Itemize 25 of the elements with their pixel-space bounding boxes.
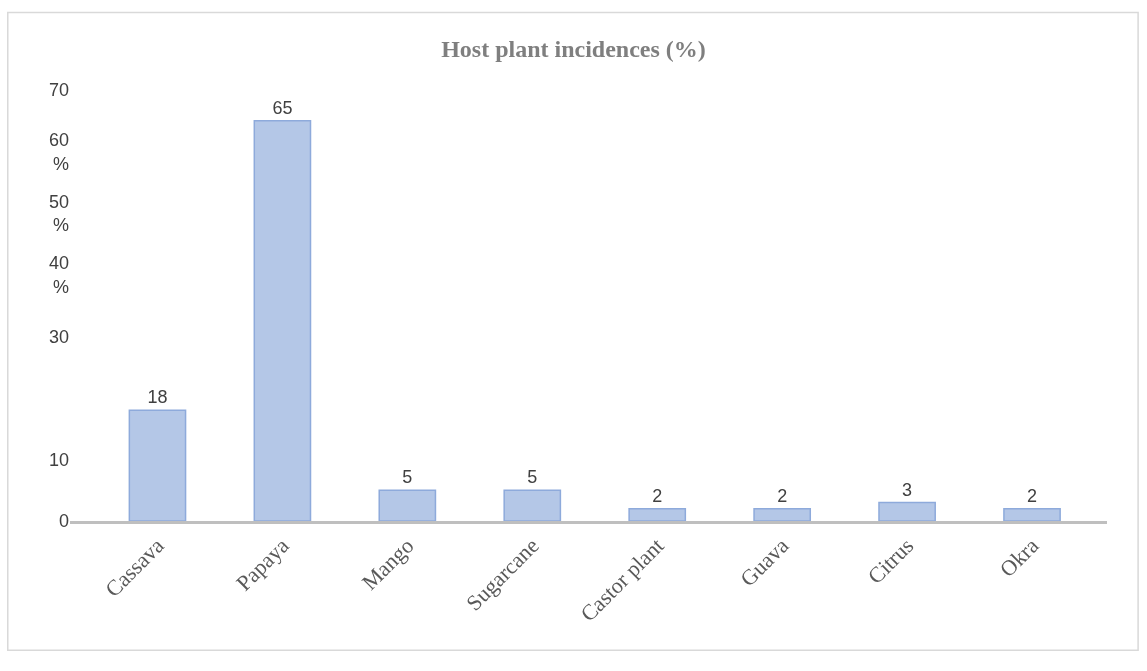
bar bbox=[128, 409, 187, 521]
bar bbox=[253, 120, 312, 521]
bar bbox=[628, 507, 687, 521]
bar bbox=[1003, 507, 1061, 521]
bar bbox=[878, 501, 936, 521]
x-tick-label: Okra bbox=[994, 532, 1044, 582]
y-tick-label: 60 % bbox=[48, 130, 69, 174]
y-tick-label: 30 bbox=[48, 326, 69, 347]
data-label: 2 bbox=[1027, 485, 1038, 506]
data-label: 5 bbox=[527, 467, 538, 488]
data-label: 2 bbox=[652, 485, 663, 506]
data-label: 5 bbox=[402, 467, 413, 488]
bar bbox=[378, 489, 437, 521]
bar bbox=[503, 489, 562, 521]
y-tick-label: 10 bbox=[48, 449, 69, 470]
y-tick-label: 50 % bbox=[48, 191, 69, 236]
y-tick-label: 40 % bbox=[48, 253, 69, 297]
bar bbox=[753, 507, 812, 521]
chart-title: Host plant incidences (%) bbox=[441, 36, 706, 63]
y-tick-label: 0 bbox=[58, 511, 69, 532]
data-label: 3 bbox=[902, 479, 913, 500]
data-label: 18 bbox=[147, 387, 168, 408]
y-tick-label: 70 bbox=[48, 80, 69, 101]
data-label: 2 bbox=[777, 485, 788, 506]
data-label: 65 bbox=[272, 97, 293, 118]
